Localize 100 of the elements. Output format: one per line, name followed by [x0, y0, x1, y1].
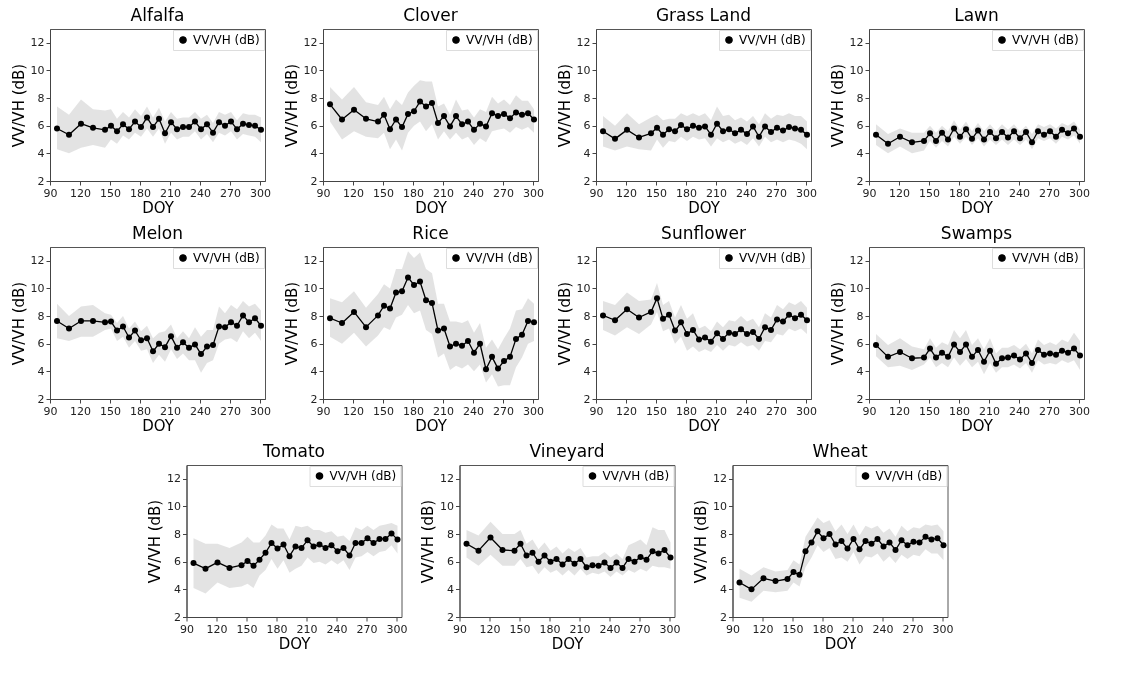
point: [298, 544, 305, 551]
point: [904, 542, 911, 549]
point: [198, 126, 204, 133]
point: [387, 305, 393, 312]
point: [874, 535, 881, 542]
point: [228, 118, 234, 125]
x-tick-label: 240: [736, 404, 757, 418]
point: [411, 108, 417, 115]
y-tick-label: 6: [583, 119, 591, 133]
point: [774, 124, 780, 131]
point: [957, 349, 963, 356]
x-tick-label: 300: [659, 622, 681, 636]
point: [613, 559, 620, 566]
point: [600, 128, 606, 135]
x-axis-title: DOY: [551, 634, 585, 653]
x-tick-label: 180: [949, 186, 970, 200]
point: [886, 539, 893, 546]
point: [334, 548, 341, 555]
point: [553, 555, 560, 562]
point: [1077, 352, 1083, 359]
x-tick-label: 180: [403, 404, 424, 418]
point: [690, 122, 696, 129]
point: [720, 128, 726, 135]
legend-label: VV/VH (dB): [193, 33, 260, 47]
point: [54, 125, 60, 132]
point: [388, 530, 395, 537]
y-tick-label: 12: [576, 254, 591, 268]
legend-label: VV/VH (dB): [193, 251, 260, 265]
point: [993, 135, 999, 142]
y-axis-title: VV/VH (dB): [146, 499, 164, 584]
point: [180, 124, 186, 131]
point: [423, 103, 429, 110]
x-tick-label: 210: [160, 186, 181, 200]
point: [804, 317, 810, 324]
x-tick-label: 270: [493, 404, 514, 418]
point: [477, 340, 483, 347]
x-tick-label: 270: [356, 622, 378, 636]
point: [784, 576, 791, 582]
x-tick-label: 150: [100, 404, 121, 418]
point: [517, 540, 524, 547]
point: [228, 319, 234, 326]
x-tick-label: 90: [180, 622, 194, 636]
point: [654, 124, 660, 131]
point: [387, 126, 393, 133]
point: [786, 124, 792, 131]
x-tick-label: 270: [629, 622, 651, 636]
point: [726, 329, 732, 336]
x-tick-label: 270: [766, 404, 787, 418]
point: [684, 126, 690, 133]
y-tick-label: 8: [583, 91, 591, 105]
x-tick-label: 90: [589, 404, 604, 418]
point: [921, 354, 927, 361]
point: [126, 334, 132, 341]
x-axis-title: DOY: [142, 416, 175, 435]
x-tick-label: 120: [343, 186, 364, 200]
point: [850, 535, 857, 542]
point: [708, 338, 714, 345]
point: [798, 126, 804, 133]
point: [250, 562, 257, 569]
point: [120, 323, 126, 330]
point: [933, 137, 939, 144]
point: [489, 110, 495, 117]
point: [612, 135, 618, 142]
point: [256, 556, 263, 563]
point: [399, 288, 405, 295]
y-tick-label: 10: [849, 281, 864, 295]
y-tick-label: 12: [30, 36, 45, 50]
point: [672, 128, 678, 135]
point: [132, 118, 138, 125]
point: [981, 136, 987, 143]
x-tick-label: 300: [250, 404, 271, 418]
point: [708, 131, 714, 138]
point: [814, 528, 821, 535]
point: [1071, 345, 1077, 352]
point: [364, 535, 371, 542]
point: [268, 540, 275, 547]
point: [190, 560, 197, 567]
point: [423, 297, 429, 304]
y-tick-label: 12: [440, 472, 454, 486]
point: [280, 541, 287, 548]
point: [547, 558, 554, 565]
y-tick-label: 8: [583, 309, 591, 323]
x-tick-label: 240: [736, 186, 757, 200]
point: [921, 137, 927, 144]
point: [393, 116, 399, 123]
point: [880, 543, 887, 550]
point: [963, 341, 969, 348]
point: [144, 114, 150, 121]
point: [1065, 130, 1071, 137]
legend-label: VV/VH (dB): [1012, 33, 1079, 47]
y-axis-title: VV/VH (dB): [9, 281, 28, 366]
point: [535, 558, 542, 565]
point: [375, 118, 381, 125]
point: [1053, 351, 1059, 358]
point: [162, 344, 168, 351]
point: [945, 353, 951, 360]
point: [856, 546, 863, 553]
x-tick-label: 240: [1009, 404, 1030, 418]
point: [339, 320, 345, 326]
x-tick-label: 270: [1039, 186, 1060, 200]
